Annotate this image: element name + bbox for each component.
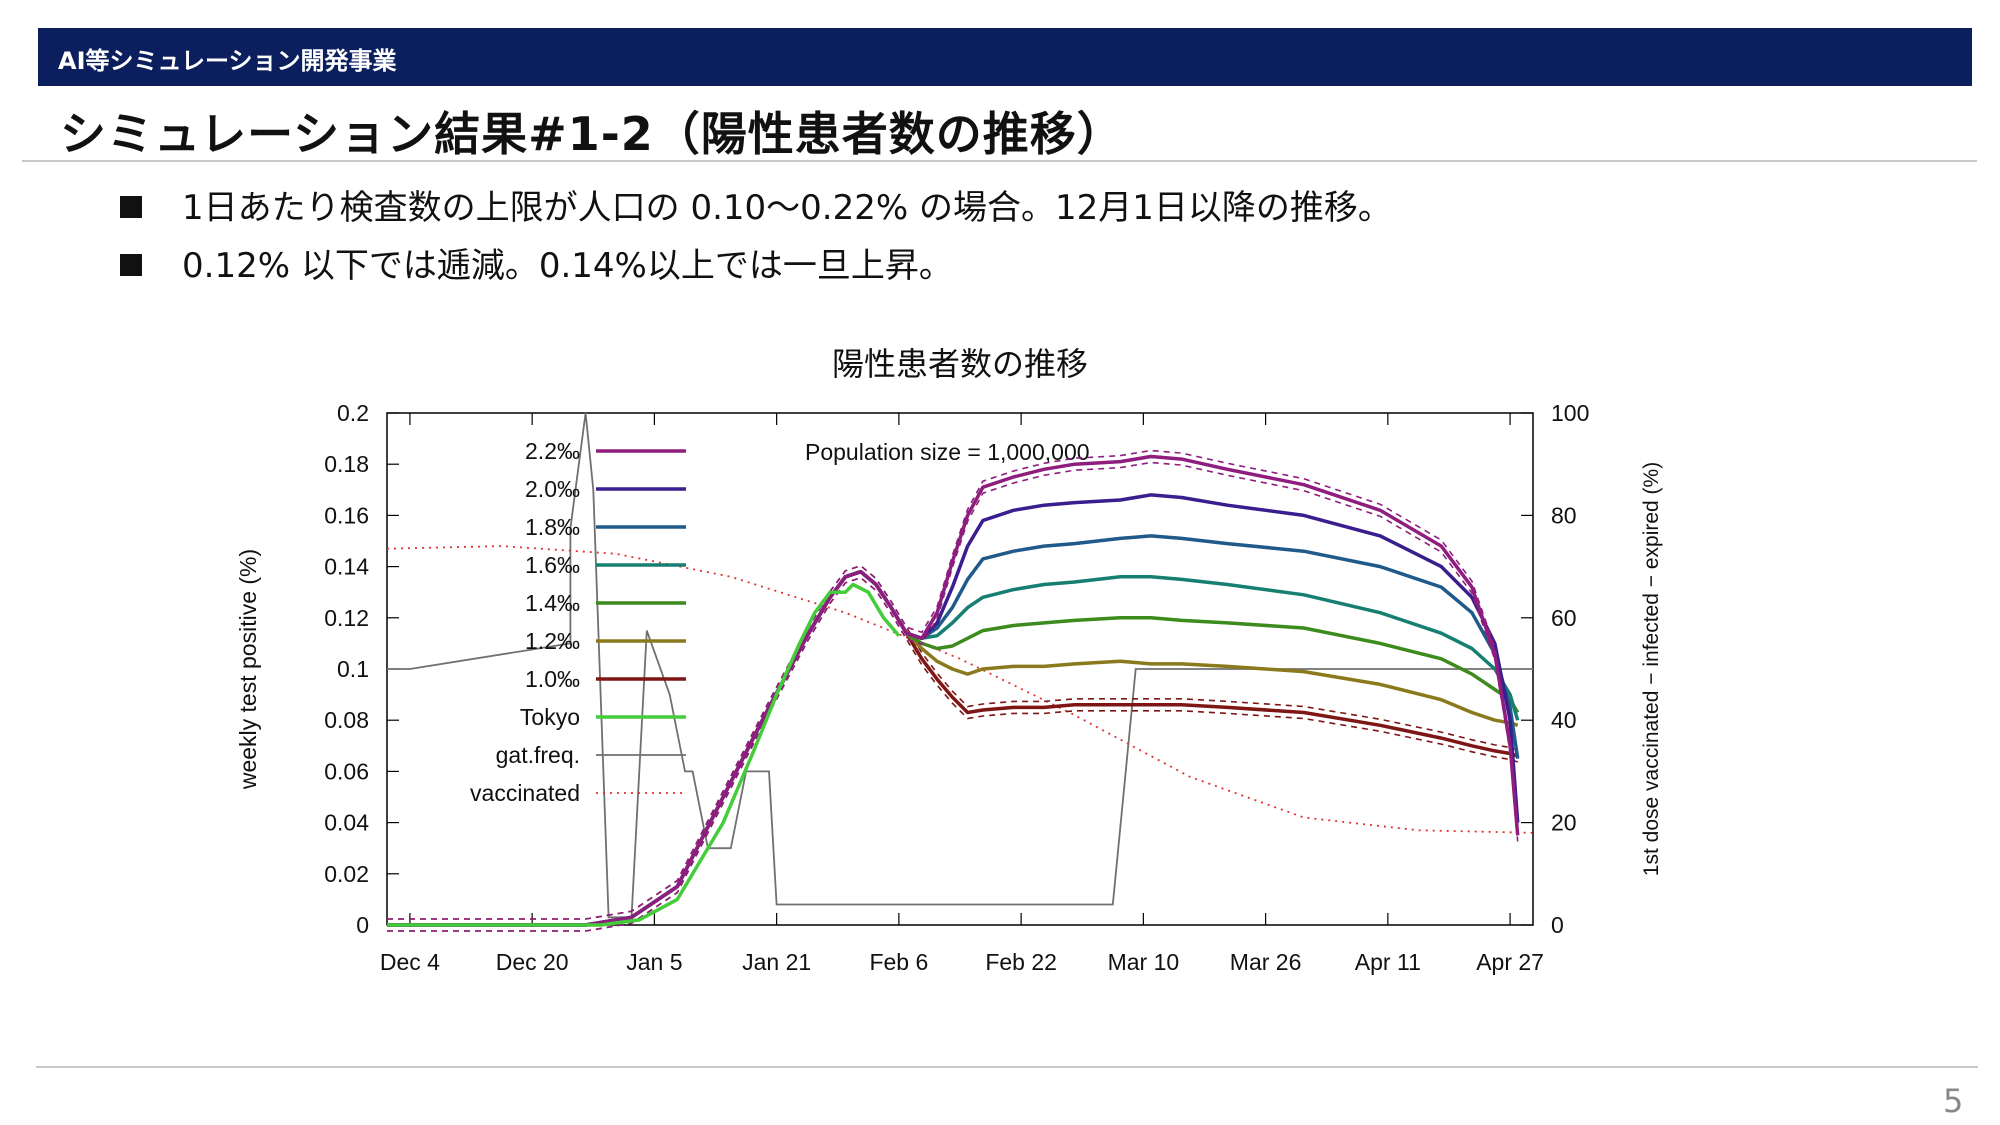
y-tick-label: 0.08 — [324, 707, 369, 733]
legend-label: 2.2‰ — [525, 438, 580, 464]
y-tick-label: 0.1 — [337, 656, 369, 682]
banner-text: AI等シミュレーション開発事業 — [58, 47, 397, 75]
series-envelope-lower — [387, 576, 1518, 932]
y-tick-label: 0.04 — [324, 810, 369, 836]
y2-tick-label: 0 — [1551, 912, 1564, 938]
y-tick-label: 0.18 — [324, 451, 369, 477]
x-tick-label: Feb 6 — [869, 949, 928, 975]
series-envelope-upper — [387, 449, 1519, 920]
y2-tick-label: 40 — [1551, 707, 1577, 733]
legend-label: 1.2‰ — [525, 628, 580, 654]
series-line-Tokyo — [387, 582, 901, 927]
y2-tick-label: 20 — [1551, 810, 1577, 836]
footer-divider — [36, 1066, 1978, 1068]
bullet-item: 1日あたり検査数の上限が人口の 0.10〜0.22% の場合。12月1日以降の推… — [120, 180, 1392, 229]
y-tick-label: 0.14 — [324, 554, 369, 580]
x-tick-label: Apr 27 — [1476, 949, 1544, 975]
bullet-item: 0.12% 以下では逓減。0.14%以上では一旦上昇。 — [120, 238, 953, 287]
y-axis-label: weekly test positive (%) — [235, 549, 261, 790]
x-tick-label: Jan 21 — [742, 949, 811, 975]
y-tick-label: 0.06 — [324, 758, 369, 784]
y-tick-label: 0.12 — [324, 605, 369, 631]
y2-axis-label: 1st dose vaccinated − infected − expired… — [1640, 462, 1663, 876]
x-tick-label: Apr 11 — [1355, 949, 1421, 975]
y-tick-label: 0.16 — [324, 502, 369, 528]
page-number: 5 — [1943, 1082, 1964, 1120]
series-envelope-upper — [387, 564, 1518, 920]
y2-tick-label: 60 — [1551, 605, 1577, 631]
y-tick-label: 0 — [356, 912, 369, 938]
bullet-square-icon — [120, 195, 142, 218]
x-tick-label: Mar 26 — [1230, 949, 1302, 975]
legend-label: vaccinated — [470, 780, 580, 806]
legend-label: Tokyo — [520, 704, 580, 730]
legend-label: 1.8‰ — [525, 514, 580, 540]
title-divider — [22, 160, 1977, 162]
x-tick-label: Mar 10 — [1108, 949, 1180, 975]
series-line-vaccinated — [386, 545, 1534, 834]
slide-title: シミュレーション結果#1-2（陽性患者数の推移） — [60, 107, 1124, 161]
series-line-gat-freq — [387, 412, 1533, 919]
chart-title: 陽性患者数の推移 — [832, 346, 1088, 382]
y2-tick-label: 100 — [1551, 400, 1589, 426]
y-tick-label: 0.2 — [337, 400, 369, 426]
legend-label: gat.freq. — [496, 742, 580, 768]
population-annotation: Population size = 1,000,000 — [805, 439, 1090, 465]
bullet-square-icon — [120, 253, 142, 276]
x-tick-label: Jan 5 — [626, 949, 682, 975]
x-tick-label: Dec 20 — [496, 949, 569, 975]
y-tick-label: 0.02 — [324, 861, 369, 887]
x-tick-label: Feb 22 — [985, 949, 1057, 975]
series-envelope-lower — [387, 461, 1519, 932]
y2-tick-label: 80 — [1551, 502, 1577, 528]
legend-label: 2.0‰ — [525, 476, 580, 502]
bullet-text: 0.12% 以下では逓減。0.14%以上では一旦上昇。 — [182, 246, 953, 286]
bullet-text: 1日あたり検査数の上限が人口の 0.10〜0.22% の場合。12月1日以降の推… — [182, 188, 1392, 228]
header-banner: AI等シミュレーション開発事業 — [38, 28, 1972, 86]
legend-label: 1.0‰ — [525, 666, 580, 692]
legend-label: 1.4‰ — [525, 590, 580, 616]
x-tick-label: Dec 4 — [380, 949, 440, 975]
legend-label: 1.6‰ — [525, 552, 580, 578]
